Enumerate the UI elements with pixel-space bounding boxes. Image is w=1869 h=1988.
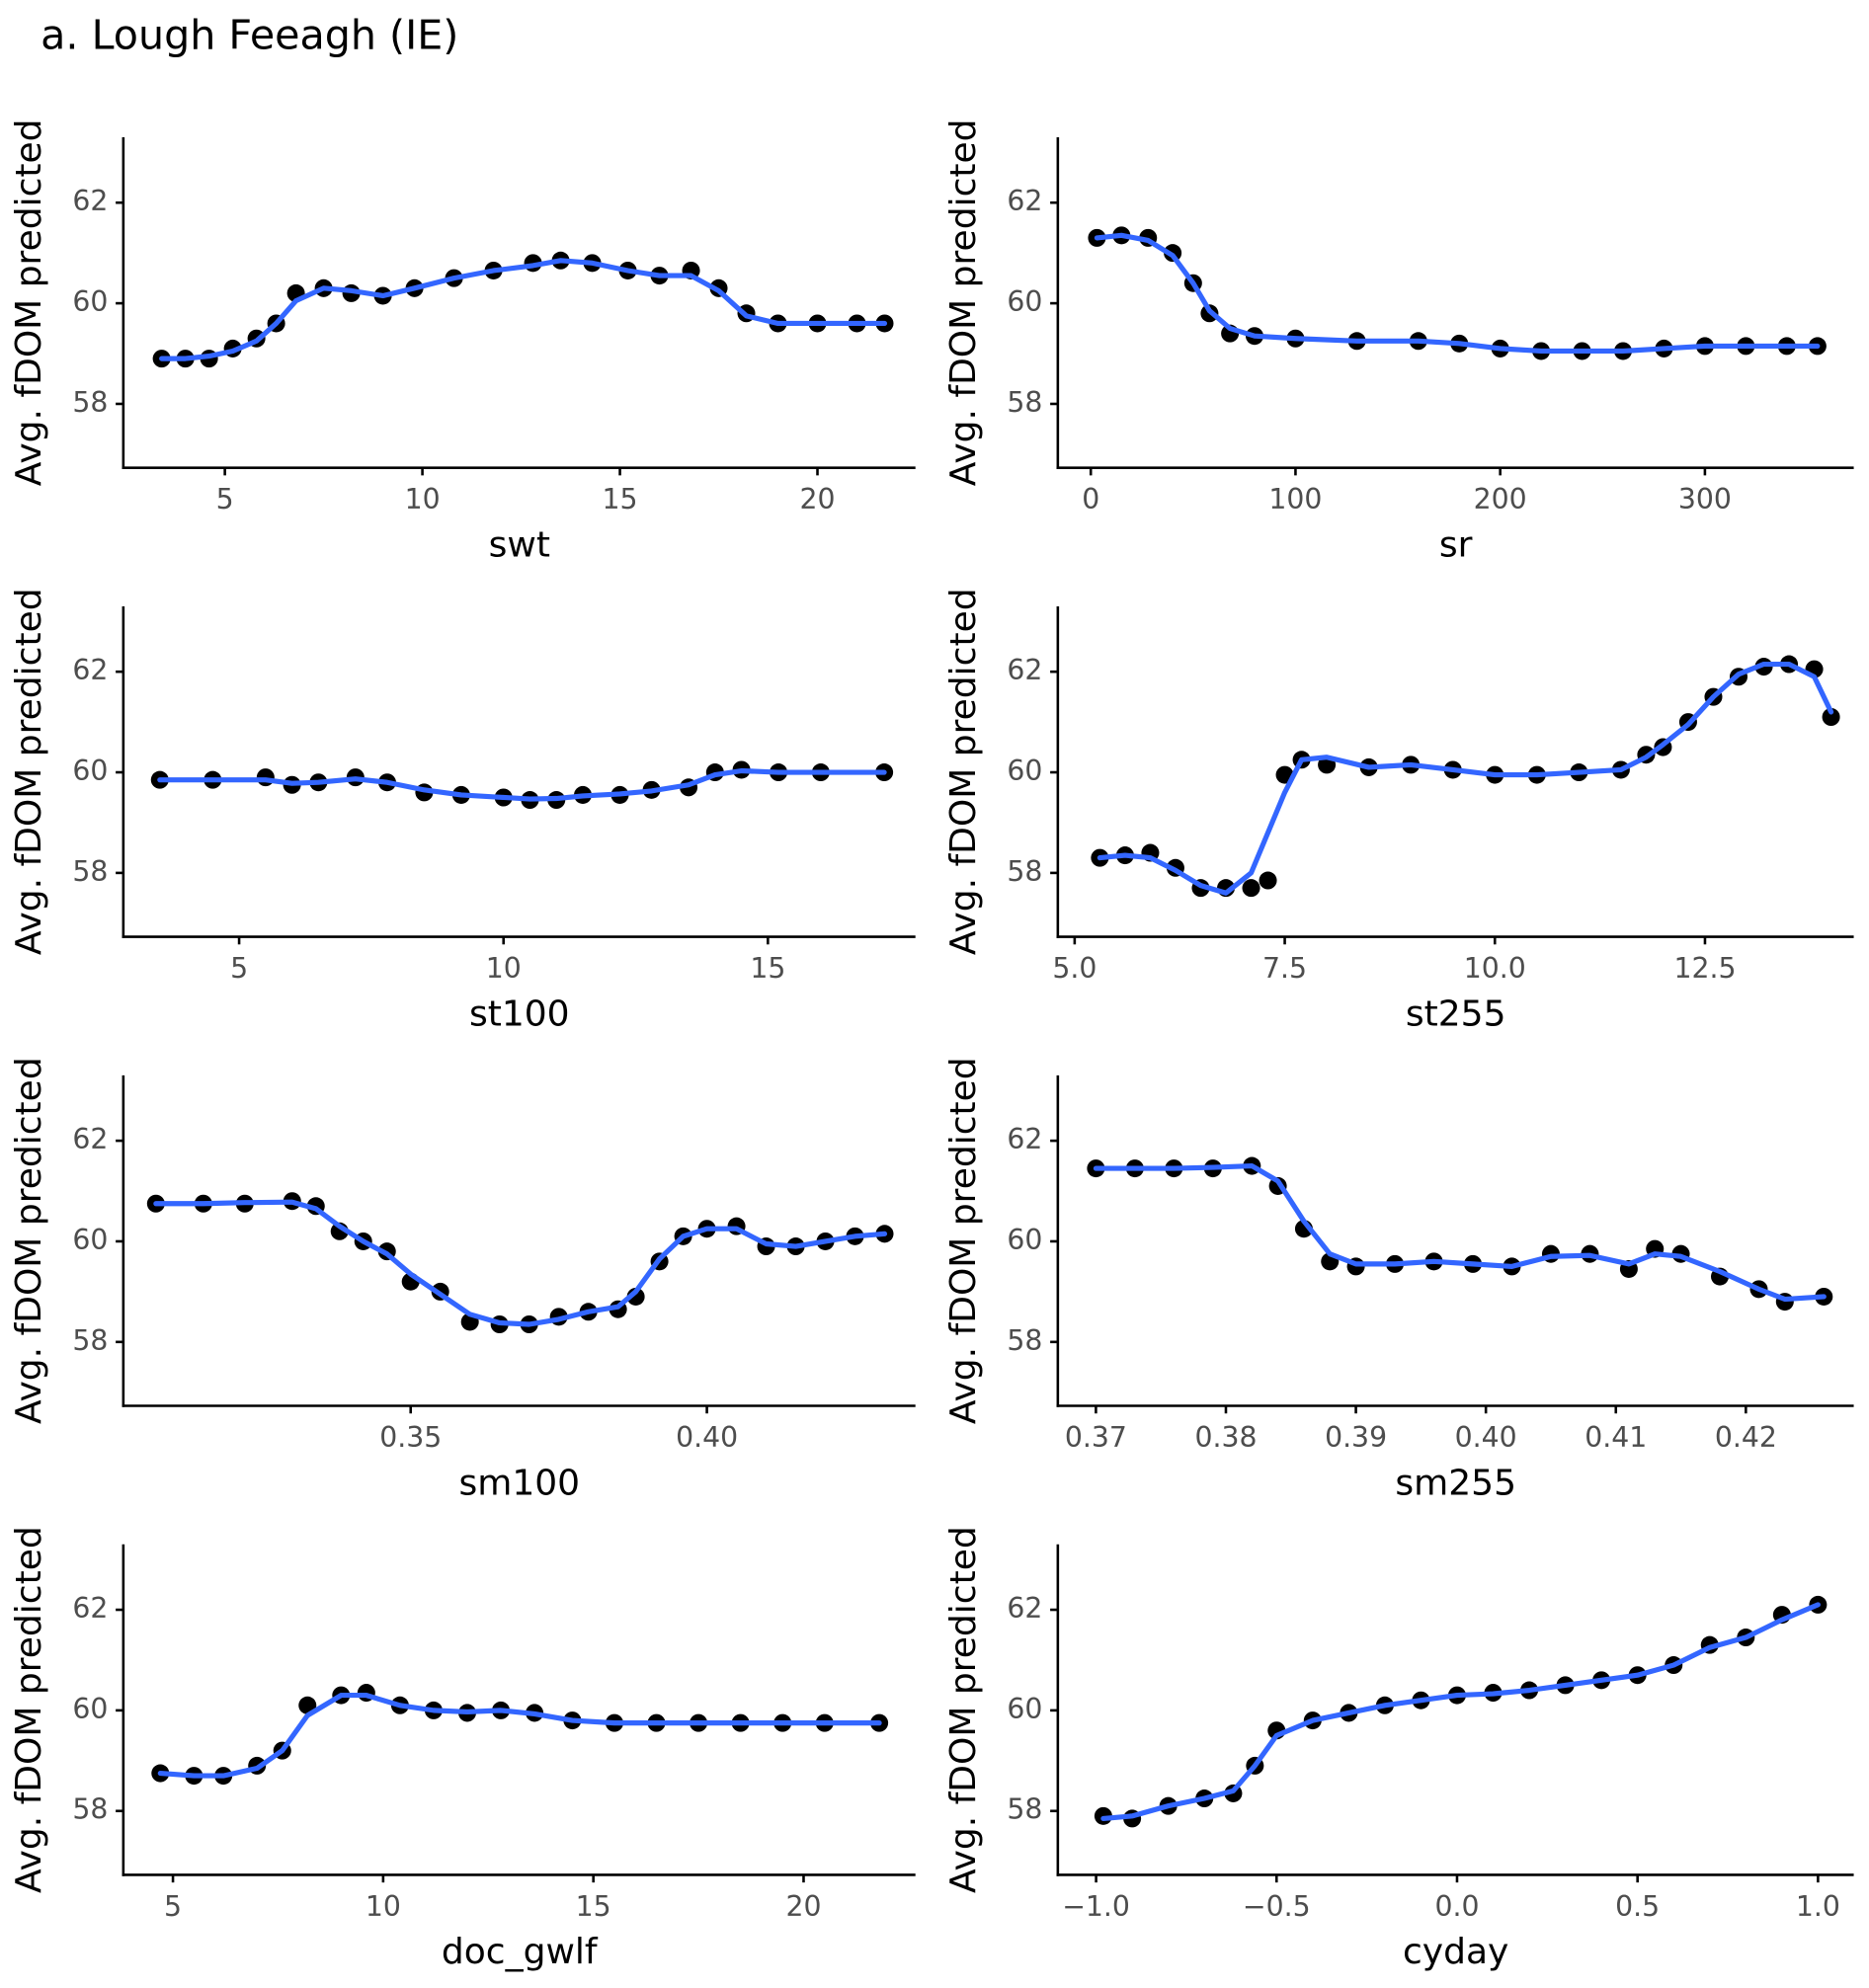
y-tick-label: 58 bbox=[72, 855, 108, 888]
x-tick-label: 10 bbox=[405, 483, 441, 516]
y-tick-label: 62 bbox=[72, 185, 108, 217]
x-tick-label: 7.5 bbox=[1262, 952, 1307, 985]
x-tick-label: 20 bbox=[800, 483, 836, 516]
data-point bbox=[1242, 879, 1260, 898]
y-tick-label: 62 bbox=[72, 654, 108, 686]
x-tick-label: 1.0 bbox=[1796, 1890, 1840, 1923]
x-axis-title: doc_gwlf bbox=[442, 1932, 599, 1972]
x-axis-title: cyday bbox=[1403, 1932, 1508, 1972]
y-tick-label: 58 bbox=[72, 386, 108, 419]
y-axis-title: Avg. fDOM predicted bbox=[943, 119, 984, 486]
x-tick-label: 200 bbox=[1474, 483, 1527, 516]
x-tick-label: 5 bbox=[164, 1890, 182, 1923]
x-tick-label: 300 bbox=[1678, 483, 1732, 516]
x-tick-label: 5 bbox=[216, 483, 234, 516]
y-axis-title: Avg. fDOM predicted bbox=[943, 588, 984, 955]
y-tick-label: 60 bbox=[72, 1224, 108, 1256]
y-tick-label: 60 bbox=[1007, 1693, 1042, 1725]
x-tick-label: 0.39 bbox=[1325, 1421, 1387, 1454]
x-tick-label: 15 bbox=[750, 952, 785, 985]
y-tick-label: 62 bbox=[1007, 1592, 1042, 1625]
panel: 58 60 62 5 10 15 20 doc_gwlf Avg. fDOM predicted bbox=[9, 1526, 916, 1972]
smooth-line bbox=[1094, 232, 1821, 355]
panel: 58 60 62 0.35 0.40 sm100 Avg. fDOM predicted bbox=[9, 1057, 916, 1503]
x-tick-label: 0.40 bbox=[1455, 1421, 1517, 1454]
x-tick-label: 0.37 bbox=[1065, 1421, 1127, 1454]
y-tick-label: 62 bbox=[72, 1592, 108, 1625]
x-tick-label: 5.0 bbox=[1052, 952, 1097, 985]
x-tick-label: 15 bbox=[603, 483, 638, 516]
x-tick-label: 0.35 bbox=[379, 1421, 442, 1454]
panel: 58 60 62 5 10 15 20 swt Avg. fDOM predicted bbox=[9, 119, 916, 565]
y-tick-label: 58 bbox=[72, 1324, 108, 1357]
x-tick-label: 0.40 bbox=[676, 1421, 738, 1454]
x-axis-title: sm100 bbox=[458, 1463, 580, 1503]
y-tick-label: 62 bbox=[1007, 1123, 1042, 1155]
panel: 58 60 62 5.0 7.5 10.0 12.5 st255 Avg. fDOM predi… bbox=[943, 588, 1854, 1034]
x-tick-label: 0 bbox=[1082, 483, 1099, 516]
x-tick-label: 5 bbox=[230, 952, 248, 985]
y-tick-label: 60 bbox=[72, 1693, 108, 1725]
y-tick-label: 58 bbox=[1007, 386, 1042, 419]
smooth-line bbox=[159, 258, 888, 361]
y-tick-label: 60 bbox=[1007, 285, 1042, 318]
y-tick-label: 62 bbox=[72, 1123, 108, 1155]
x-axis-title: st255 bbox=[1406, 994, 1506, 1034]
x-axis-title: sr bbox=[1439, 524, 1473, 565]
y-tick-label: 60 bbox=[72, 285, 108, 318]
y-tick-label: 60 bbox=[1007, 755, 1042, 787]
x-tick-label: 0.41 bbox=[1585, 1421, 1647, 1454]
x-tick-label: −1.0 bbox=[1062, 1890, 1130, 1923]
y-tick-label: 58 bbox=[1007, 1793, 1042, 1826]
data-point bbox=[1259, 871, 1277, 890]
y-tick-label: 60 bbox=[1007, 1224, 1042, 1256]
x-tick-label: 15 bbox=[576, 1890, 611, 1923]
x-axis-title: swt bbox=[489, 524, 550, 565]
y-tick-label: 60 bbox=[72, 755, 108, 787]
y-axis-title: Avg. fDOM predicted bbox=[9, 588, 49, 955]
panel: 58 60 62 5 10 15 st100 Avg. fDOM predicted bbox=[9, 588, 916, 1034]
data-point bbox=[1822, 707, 1840, 727]
y-tick-label: 58 bbox=[72, 1793, 108, 1826]
x-tick-label: 0.38 bbox=[1194, 1421, 1257, 1454]
x-tick-label: 0.42 bbox=[1715, 1421, 1777, 1454]
x-tick-label: 12.5 bbox=[1673, 952, 1736, 985]
y-axis-title: Avg. fDOM predicted bbox=[9, 1057, 49, 1424]
x-tick-label: 20 bbox=[785, 1890, 821, 1923]
smooth-line bbox=[157, 767, 887, 802]
smooth-line bbox=[153, 1199, 888, 1327]
x-tick-label: 10 bbox=[486, 952, 522, 985]
x-tick-label: 0.0 bbox=[1434, 1890, 1479, 1923]
y-axis-title: Avg. fDOM predicted bbox=[9, 1526, 49, 1893]
panel: 58 60 62 0.37 0.38 0.39 0.40 0.41 0.42 sm255 Avg. … bbox=[943, 1057, 1854, 1503]
x-tick-label: 100 bbox=[1268, 483, 1322, 516]
y-tick-label: 62 bbox=[1007, 185, 1042, 217]
y-axis-title: Avg. fDOM predicted bbox=[9, 119, 49, 486]
x-tick-label: 0.5 bbox=[1615, 1890, 1660, 1923]
smooth-line bbox=[157, 1693, 882, 1779]
y-tick-label: 62 bbox=[1007, 654, 1042, 686]
smooth-line bbox=[1100, 1602, 1821, 1821]
y-axis-title: Avg. fDOM predicted bbox=[943, 1057, 984, 1424]
smooth-line bbox=[1093, 1162, 1827, 1303]
figure-title: a. Lough Feeagh (IE) bbox=[41, 12, 458, 59]
panel: 58 60 62 0 100 200 300 sr Avg. fDOM predicted bbox=[943, 119, 1854, 565]
y-axis-title: Avg. fDOM predicted bbox=[943, 1526, 984, 1893]
smooth-line bbox=[1097, 661, 1834, 896]
x-tick-label: 10.0 bbox=[1464, 952, 1526, 985]
x-tick-label: 10 bbox=[366, 1890, 401, 1923]
x-axis-title: sm255 bbox=[1395, 1463, 1516, 1503]
panel: 58 60 62 −1.0 −0.5 0.0 0.5 1.0 cyday Avg. fDOM pr… bbox=[943, 1526, 1854, 1972]
y-tick-label: 58 bbox=[1007, 855, 1042, 888]
x-tick-label: −0.5 bbox=[1243, 1890, 1311, 1923]
y-tick-label: 58 bbox=[1007, 1324, 1042, 1357]
x-axis-title: st100 bbox=[469, 994, 570, 1034]
